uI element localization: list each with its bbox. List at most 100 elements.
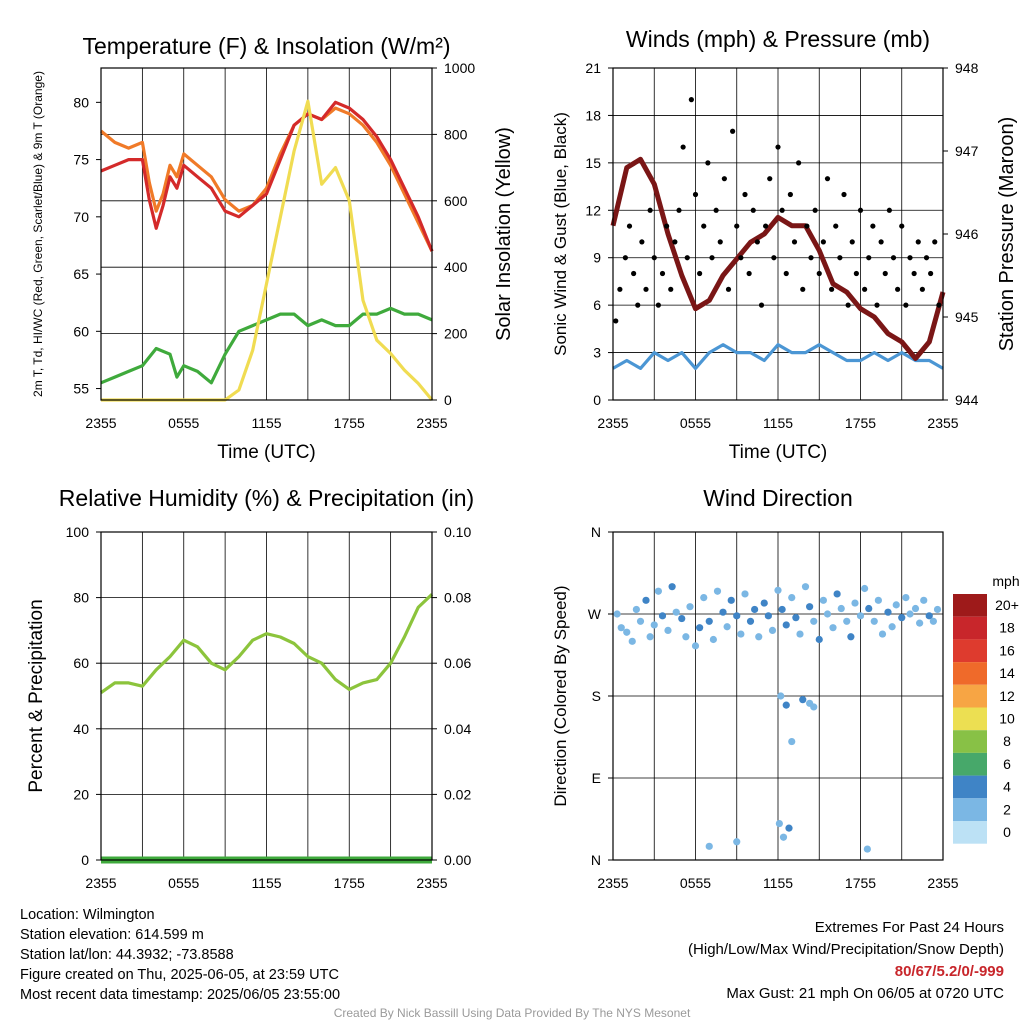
data-point — [692, 191, 699, 198]
x-tick-label: 1755 — [845, 415, 876, 431]
data-point — [884, 608, 892, 616]
y2-tick-label: 0.04 — [444, 721, 471, 737]
legend-label: 6 — [1003, 756, 1011, 772]
data-point — [737, 630, 745, 638]
x-tick-label: 2355 — [597, 875, 628, 891]
data-point — [632, 605, 640, 614]
data-point — [837, 255, 843, 261]
y2-tick-label: 600 — [444, 193, 468, 209]
data-point — [760, 599, 768, 607]
data-point — [691, 642, 700, 650]
legend-label: 4 — [1003, 779, 1011, 795]
data-point — [882, 270, 888, 277]
data-point — [911, 270, 917, 277]
data-point — [676, 207, 682, 213]
data-point — [888, 623, 896, 631]
x-tick-label: 2355 — [597, 415, 628, 431]
data-point — [779, 833, 788, 841]
data-point — [861, 584, 869, 593]
data-point — [824, 176, 831, 182]
x-tick-label: 0555 — [680, 415, 711, 431]
data-point — [705, 617, 713, 625]
created-text: Figure created on Thu, 2025-06-05, at 23… — [20, 967, 339, 983]
extremes-values: 80/67/5.2/0/-999 — [894, 963, 1004, 980]
data-point — [697, 270, 703, 277]
data-point — [617, 624, 625, 632]
data-point — [705, 160, 711, 166]
data-point — [763, 223, 769, 229]
x-tick-label: 0555 — [168, 415, 199, 431]
data-point — [874, 596, 882, 604]
data-point — [810, 703, 818, 711]
x-tick-label: 1155 — [251, 415, 281, 431]
speed-legend: mph 20+ 18 16 14 12 10 8 6 4 2 0 — [953, 573, 1020, 844]
data-point — [804, 223, 810, 229]
chart-panel-1: Temperature (F) & Insolation (W/m²) 55 60 6… — [31, 33, 515, 463]
x-tick-label: 2355 — [927, 875, 958, 891]
y-tick-label: 70 — [73, 209, 89, 225]
data-point — [782, 621, 790, 629]
x-tick-label: 2355 — [416, 415, 447, 431]
data-point — [751, 605, 759, 614]
legend-label: 14 — [999, 665, 1015, 681]
data-point — [833, 590, 841, 598]
legend-swatch — [953, 752, 987, 776]
data-point — [635, 302, 641, 308]
y-tick-label: 3 — [593, 345, 601, 361]
legend-swatch — [953, 684, 987, 708]
legend-swatch — [953, 775, 987, 799]
data-point — [643, 286, 649, 292]
data-point — [688, 97, 694, 103]
data-point — [684, 255, 690, 261]
data-point — [920, 596, 928, 604]
y-tick-label: 60 — [73, 655, 89, 671]
data-point — [925, 612, 933, 620]
legend-label: 20+ — [995, 597, 1019, 613]
data-point — [767, 176, 773, 182]
data-point — [785, 824, 793, 832]
y2-tick-label: 0.10 — [444, 524, 471, 540]
y2-tick-label: 1000 — [444, 60, 475, 76]
data-point — [847, 633, 855, 641]
data-point — [696, 624, 704, 632]
data-point — [791, 239, 798, 245]
chart-title: Temperature (F) & Insolation (W/m²) — [82, 33, 450, 59]
data-point — [783, 270, 789, 277]
data-point — [916, 619, 924, 627]
data-point — [886, 207, 892, 213]
data-point — [903, 302, 909, 308]
data-point — [863, 845, 871, 853]
location-text: Location: Wilmington — [20, 907, 155, 923]
data-point — [636, 617, 645, 625]
data-point — [741, 590, 749, 598]
elevation-text: Station elevation: 614.599 m — [20, 927, 204, 943]
x-tick-label: 1755 — [845, 875, 876, 891]
y-tick-label: 80 — [73, 94, 89, 110]
legend-label: 10 — [999, 711, 1015, 727]
y-tick-label: 0 — [593, 392, 601, 408]
data-point — [857, 207, 864, 213]
y2-tick-label: 800 — [444, 126, 468, 142]
data-point — [841, 191, 847, 198]
y-tick-label: 60 — [73, 323, 89, 339]
chart-panel-2: Winds (mph) & Pressure (mb) 0 3 6 9 12 15 18 21 9… — [551, 26, 1018, 463]
data-point — [639, 239, 645, 245]
data-point — [719, 608, 727, 616]
data-point — [655, 302, 661, 308]
data-point — [878, 630, 887, 638]
data-point — [775, 144, 781, 150]
y2-tick-label: 400 — [444, 259, 468, 275]
data-point — [787, 191, 793, 198]
data-point — [647, 207, 653, 213]
data-point — [713, 207, 719, 213]
y-tick-label: S — [592, 688, 601, 704]
y-tick-label: 21 — [585, 60, 601, 76]
data-point — [890, 255, 897, 261]
legend-swatch — [953, 798, 987, 821]
data-point — [686, 603, 694, 611]
data-point — [788, 737, 796, 746]
series-line — [100, 593, 434, 695]
data-point — [862, 286, 868, 292]
legend-swatch — [953, 821, 987, 844]
data-point — [768, 626, 777, 635]
